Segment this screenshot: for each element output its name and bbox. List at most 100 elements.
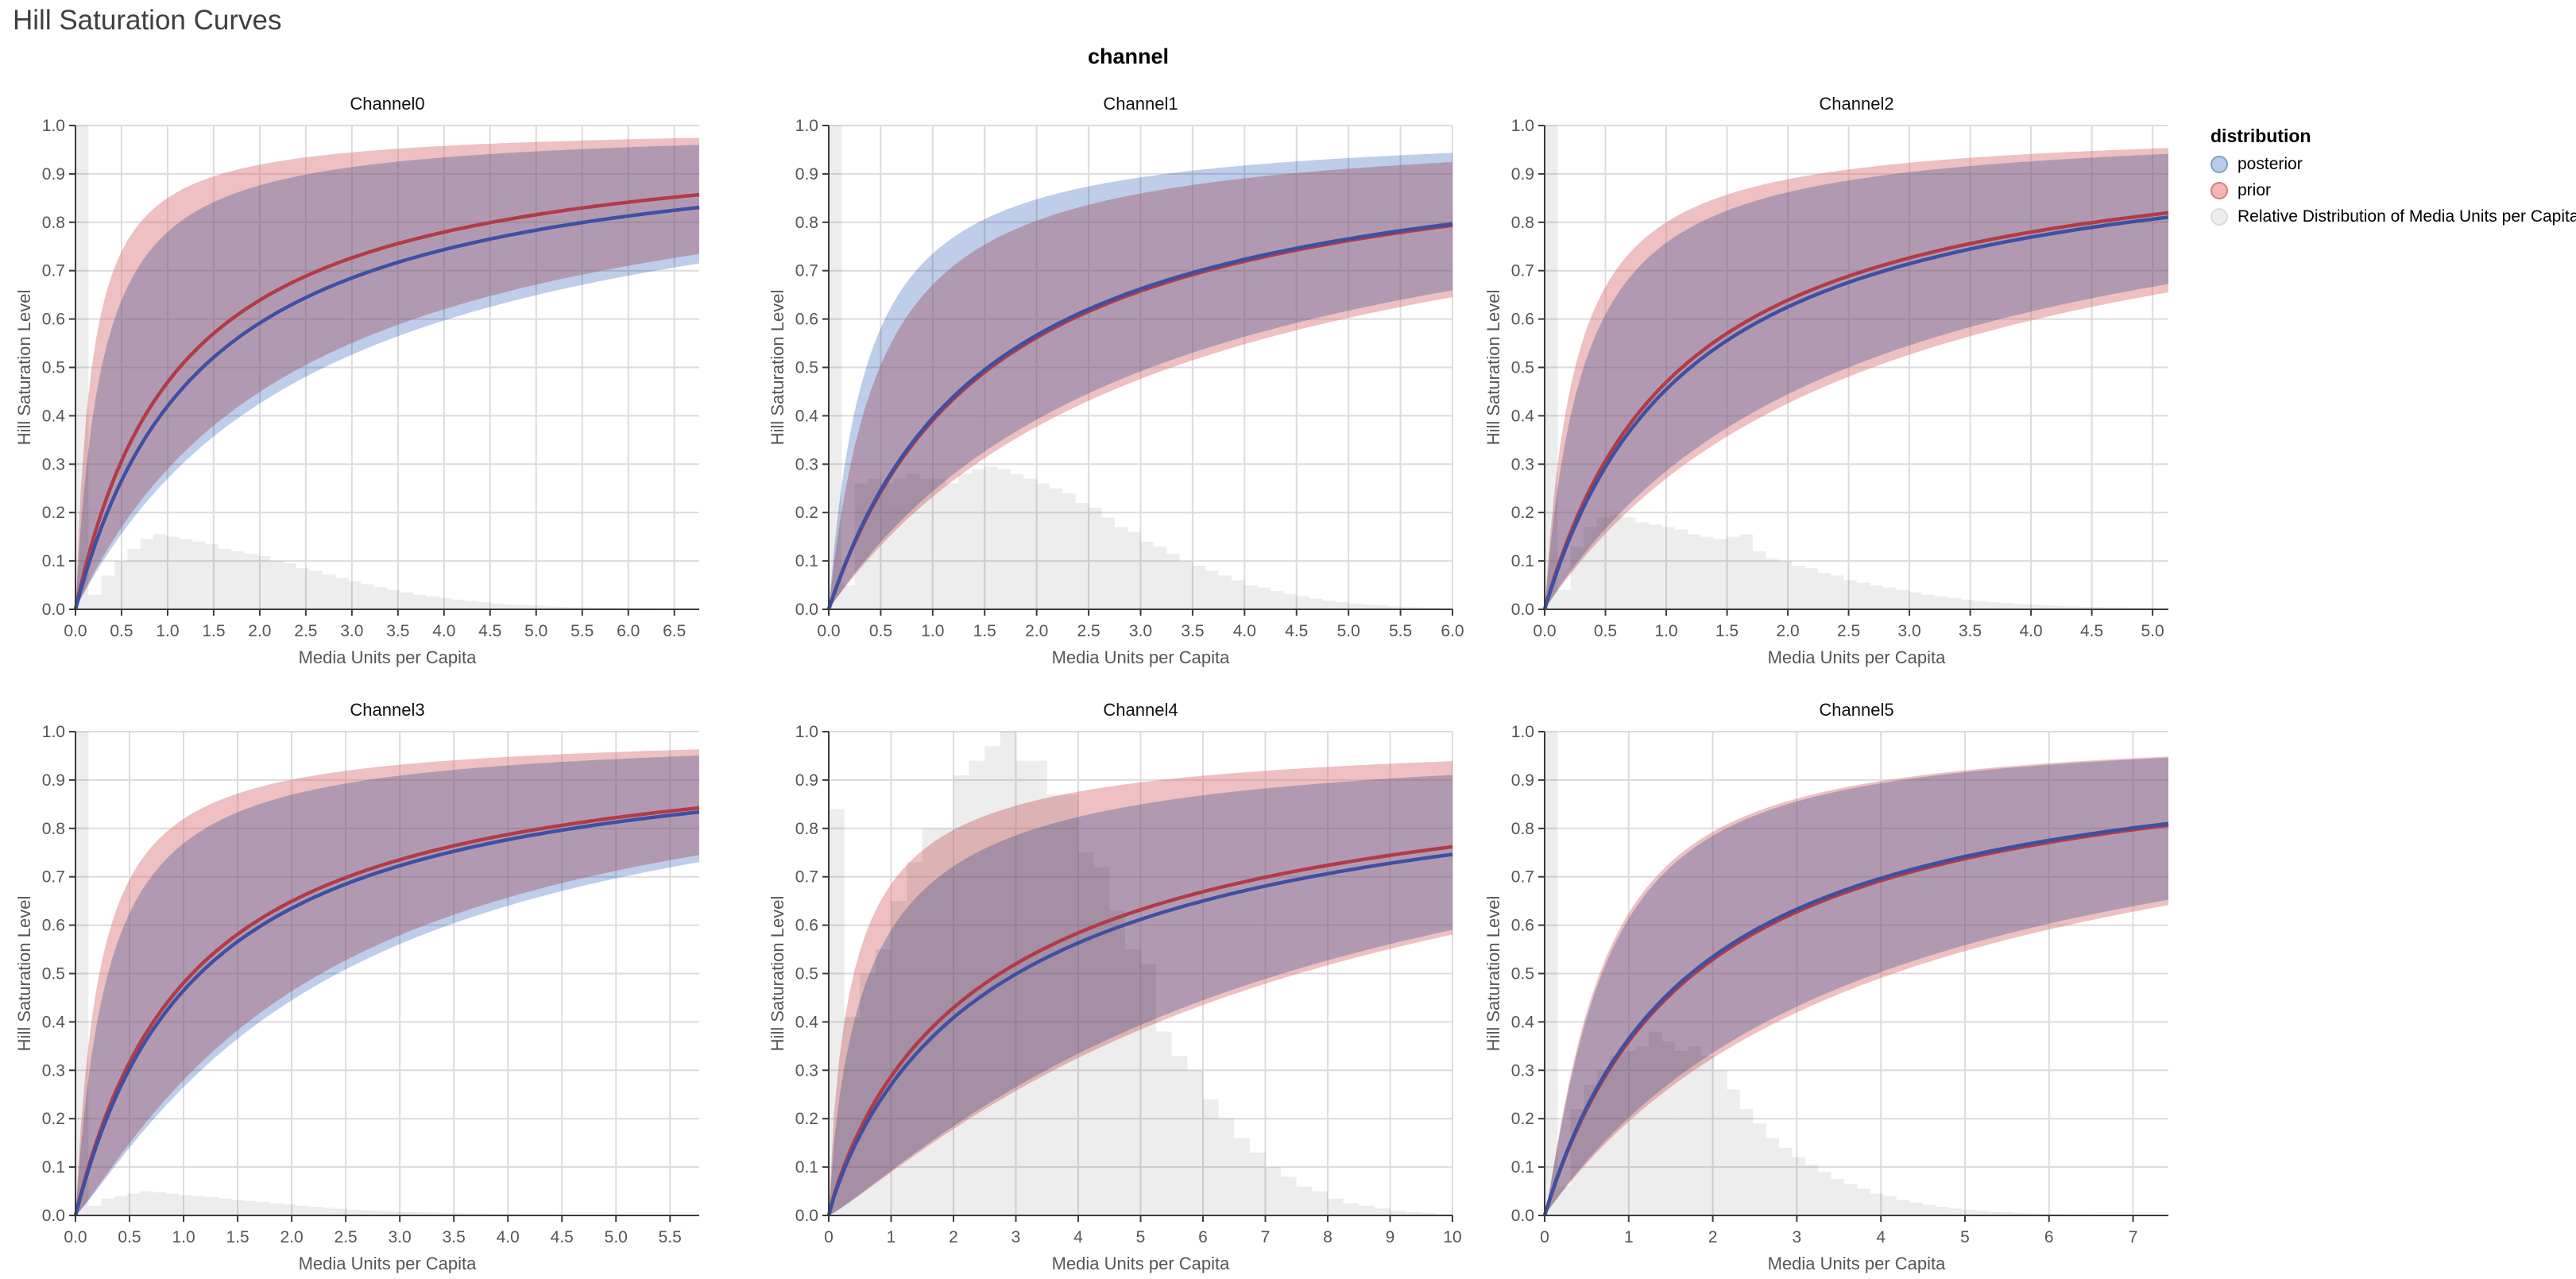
histogram-swatch-icon bbox=[2210, 208, 2228, 226]
svg-text:5: 5 bbox=[1136, 1228, 1146, 1246]
panel-channel5: Channel5 0.0 0.1 0.2 0.3 0.4 0.5 0.6 0.7 0.8 0.9 1.… bbox=[1485, 692, 2184, 1279]
posterior-band bbox=[75, 145, 699, 609]
legend-item-media-distribution: Relative Distribution of Media Units per… bbox=[2210, 207, 2576, 226]
svg-text:3.0: 3.0 bbox=[1897, 622, 1920, 640]
svg-text:0.0: 0.0 bbox=[64, 622, 87, 640]
svg-text:2.0: 2.0 bbox=[1025, 622, 1048, 640]
legend-label: posterior bbox=[2238, 155, 2303, 173]
svg-text:4.0: 4.0 bbox=[1233, 622, 1256, 640]
svg-text:0.8: 0.8 bbox=[42, 820, 65, 838]
prior-mean-line bbox=[826, 844, 1453, 1216]
panel-channel3: Channel3 0.0 0.1 0.2 0.3 0.4 0.5 0.6 0.7 0.8 0.9 1.… bbox=[16, 692, 715, 1279]
svg-text:3.0: 3.0 bbox=[340, 622, 363, 640]
y-axis-title: Hill Saturation Level bbox=[16, 290, 34, 446]
posterior-band bbox=[829, 153, 1452, 609]
posterior-swatch-icon bbox=[2210, 156, 2228, 173]
svg-text:6: 6 bbox=[1198, 1228, 1208, 1246]
svg-text:1.0: 1.0 bbox=[795, 117, 818, 135]
svg-text:0: 0 bbox=[824, 1228, 834, 1246]
svg-text:0.5: 0.5 bbox=[118, 1228, 141, 1246]
svg-text:0.8: 0.8 bbox=[795, 214, 818, 232]
panel-channel2: Channel2 0.0 0.1 0.2 0.3 0.4 0.5 0.6 0.7 0.8 0.9 1.… bbox=[1485, 86, 2184, 673]
svg-text:3: 3 bbox=[1793, 1228, 1802, 1246]
x-axis-title: Media Units per Capita bbox=[1768, 647, 1947, 667]
posterior-mean-line bbox=[826, 222, 1453, 610]
svg-text:1: 1 bbox=[887, 1228, 896, 1246]
legend-item-posterior: posterior bbox=[2210, 155, 2576, 174]
svg-text:1.0: 1.0 bbox=[42, 117, 65, 135]
svg-text:6.0: 6.0 bbox=[1441, 622, 1464, 640]
svg-text:0.0: 0.0 bbox=[1511, 1207, 1534, 1225]
facet-header-channel: channel bbox=[1087, 44, 1170, 68]
svg-text:2.5: 2.5 bbox=[1837, 622, 1860, 640]
svg-text:0.4: 0.4 bbox=[795, 1013, 819, 1031]
svg-text:3.5: 3.5 bbox=[386, 622, 409, 640]
svg-text:1.0: 1.0 bbox=[1654, 622, 1677, 640]
y-axis-title: Hill Saturation Level bbox=[1485, 896, 1503, 1052]
media-units-histogram bbox=[1545, 732, 2131, 1215]
svg-text:0.2: 0.2 bbox=[795, 1110, 818, 1128]
legend-label: Relative Distribution of Media Units per… bbox=[2238, 207, 2576, 226]
svg-text:0.6: 0.6 bbox=[795, 311, 818, 329]
svg-text:4.5: 4.5 bbox=[2080, 622, 2103, 640]
svg-text:0.6: 0.6 bbox=[42, 311, 65, 329]
svg-text:0.3: 0.3 bbox=[795, 1061, 818, 1080]
svg-text:0.1: 0.1 bbox=[795, 552, 818, 570]
svg-text:0.5: 0.5 bbox=[795, 965, 818, 983]
svg-text:0.3: 0.3 bbox=[42, 1061, 65, 1080]
x-axis-title: Media Units per Capita bbox=[1052, 1254, 1231, 1273]
y-axis-title: Hill Saturation Level bbox=[1485, 290, 1503, 446]
svg-text:1.5: 1.5 bbox=[1715, 622, 1739, 640]
svg-text:0.7: 0.7 bbox=[42, 262, 65, 280]
posterior-mean-line bbox=[826, 852, 1453, 1216]
svg-text:4.0: 4.0 bbox=[2019, 622, 2042, 640]
svg-text:0.1: 0.1 bbox=[795, 1158, 818, 1177]
svg-text:1.5: 1.5 bbox=[202, 622, 225, 640]
svg-text:2.5: 2.5 bbox=[1077, 622, 1100, 640]
svg-text:0.8: 0.8 bbox=[1511, 214, 1534, 232]
svg-text:3.5: 3.5 bbox=[443, 1228, 466, 1246]
svg-text:10: 10 bbox=[1443, 1228, 1461, 1246]
svg-text:5.5: 5.5 bbox=[1389, 622, 1412, 640]
svg-text:0.5: 0.5 bbox=[42, 965, 65, 983]
svg-text:0.8: 0.8 bbox=[1511, 820, 1534, 838]
svg-text:7: 7 bbox=[2129, 1228, 2138, 1246]
x-axis-title: Media Units per Capita bbox=[1052, 647, 1231, 667]
media-units-histogram bbox=[829, 732, 1452, 1215]
svg-text:0.4: 0.4 bbox=[1511, 1013, 1535, 1031]
svg-text:0.6: 0.6 bbox=[1511, 311, 1534, 329]
svg-text:5.0: 5.0 bbox=[1337, 622, 1360, 640]
posterior-mean-line bbox=[1542, 821, 2169, 1216]
panel-title: Channel1 bbox=[1103, 94, 1178, 114]
prior-swatch-icon bbox=[2210, 182, 2228, 199]
panel-channel4: Channel4 0.0 0.1 0.2 0.3 0.4 0.5 0.6 0.7 0.8 0.9 1.… bbox=[769, 692, 1468, 1279]
svg-text:0.4: 0.4 bbox=[1511, 407, 1535, 425]
svg-text:0.1: 0.1 bbox=[42, 1158, 65, 1177]
svg-text:0.3: 0.3 bbox=[1511, 1061, 1534, 1080]
svg-text:0.0: 0.0 bbox=[1533, 622, 1556, 640]
svg-text:1.0: 1.0 bbox=[42, 723, 65, 741]
svg-text:0.5: 0.5 bbox=[110, 622, 133, 640]
svg-text:0.7: 0.7 bbox=[42, 868, 65, 887]
svg-text:9: 9 bbox=[1386, 1228, 1395, 1246]
svg-text:2.0: 2.0 bbox=[1776, 622, 1799, 640]
svg-text:0.4: 0.4 bbox=[42, 407, 66, 425]
svg-text:4: 4 bbox=[1073, 1228, 1083, 1246]
svg-text:5.5: 5.5 bbox=[659, 1228, 682, 1246]
posterior-band bbox=[1545, 757, 2168, 1215]
svg-text:0.3: 0.3 bbox=[795, 455, 818, 473]
y-axis-title: Hill Saturation Level bbox=[16, 896, 34, 1052]
svg-text:0.3: 0.3 bbox=[1511, 455, 1534, 473]
svg-text:1.0: 1.0 bbox=[921, 622, 944, 640]
svg-text:3: 3 bbox=[1011, 1228, 1021, 1246]
legend-label: prior bbox=[2238, 181, 2272, 199]
svg-text:0.2: 0.2 bbox=[1511, 504, 1534, 522]
svg-text:1.5: 1.5 bbox=[973, 622, 996, 640]
svg-text:0.0: 0.0 bbox=[42, 1207, 65, 1225]
svg-text:0.9: 0.9 bbox=[1511, 771, 1534, 790]
svg-text:0.2: 0.2 bbox=[42, 1110, 65, 1128]
svg-text:1.0: 1.0 bbox=[795, 723, 818, 741]
svg-text:4.5: 4.5 bbox=[1285, 622, 1308, 640]
svg-text:0.0: 0.0 bbox=[817, 622, 840, 640]
svg-text:3.0: 3.0 bbox=[389, 1228, 412, 1246]
